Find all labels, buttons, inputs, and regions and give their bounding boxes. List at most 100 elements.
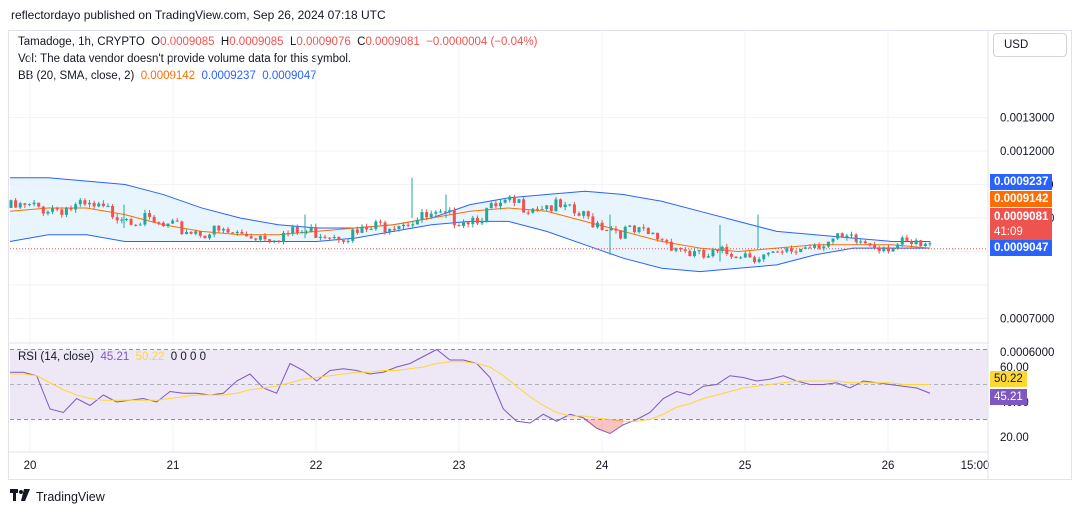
symbol-label[interactable]: Tamadoge, 1h, CRYPTO [18, 36, 145, 48]
candle-body [55, 208, 59, 210]
candle-body [826, 241, 830, 247]
candle-body [471, 217, 475, 225]
time-tick-label: 22 [310, 460, 323, 472]
candle-body [849, 234, 853, 236]
candle-body [813, 244, 817, 248]
candle-body [452, 210, 456, 226]
candle-body [83, 200, 87, 205]
candle-body [286, 232, 290, 234]
candle-body [235, 231, 239, 234]
candle-body [32, 202, 36, 205]
candle-body [208, 234, 212, 239]
candle-body [900, 237, 904, 245]
candle-body [808, 247, 812, 249]
candle-body [679, 247, 683, 250]
open-label: O [151, 36, 161, 48]
candle-body [586, 211, 590, 217]
candle-body [69, 207, 73, 210]
rsi-oversold-fill [583, 419, 624, 434]
candle-body [559, 199, 563, 208]
candle-body [706, 256, 710, 258]
candle-body [97, 203, 101, 207]
candle-body [184, 231, 188, 235]
candle-body [245, 233, 249, 237]
candle-body [554, 199, 558, 212]
candle-body [794, 251, 798, 253]
candle-body [51, 208, 55, 212]
candle-body [115, 217, 119, 221]
bb-upper-line [10, 177, 930, 242]
bb-legend[interactable]: BB (20, SMA, close, 2) 0.0009142 0.00092… [18, 70, 317, 82]
candle-body [406, 224, 410, 226]
candle-body [734, 256, 738, 259]
bb-fill [10, 177, 930, 272]
candle-body [120, 219, 124, 221]
candle-body [863, 241, 867, 244]
candle-body [923, 243, 927, 247]
candle-body [868, 243, 872, 246]
candle-body [392, 228, 396, 230]
candle-body [572, 204, 576, 214]
candle-body [231, 232, 235, 234]
candle-body [785, 248, 789, 252]
candle-body [836, 233, 840, 239]
candle-body [697, 250, 701, 252]
candle-body [891, 248, 895, 252]
candle-body [346, 240, 350, 242]
footer-brand: TradingView [36, 489, 105, 504]
candle-body [600, 222, 604, 230]
candle-body [595, 222, 599, 228]
candle-body [489, 203, 493, 209]
rsi-tick-label: 20.00 [1000, 432, 1029, 444]
candle-body [189, 231, 193, 234]
time-tick-label: 24 [596, 460, 609, 472]
candle-body [138, 224, 142, 226]
rsi-ma-tag: 50.22 [990, 371, 1027, 387]
rsi-pane [10, 348, 988, 435]
candle-body [776, 251, 780, 253]
high-value: 0.0009085 [229, 36, 284, 48]
candle-body [780, 251, 784, 253]
bollinger-bands [9, 177, 931, 273]
ohlc-legend: Tamadoge, 1h, CRYPTO O0.0009085 H0.00090… [18, 36, 537, 48]
rsi-ma-value: 50.22 [135, 351, 165, 363]
candle-body [194, 231, 198, 234]
candle-body [429, 213, 433, 218]
candle-body [646, 227, 650, 235]
candle-body [789, 248, 793, 252]
last-price-tag: 0.0009081 41:09 [990, 208, 1053, 242]
candle-body [753, 257, 757, 263]
currency-button[interactable]: USD [993, 33, 1067, 57]
candle-body [161, 222, 165, 227]
price-tick-label: 0.0013000 [1000, 113, 1054, 125]
candle-body [877, 247, 881, 251]
candle-body [402, 224, 406, 227]
candle-body [905, 237, 909, 241]
candle-body [323, 236, 327, 238]
price-tick-label: 0.0006000 [1000, 347, 1054, 359]
candle-body [803, 247, 807, 249]
candle-body [517, 199, 521, 203]
rsi-label: RSI (14, close) [18, 351, 95, 363]
close-value: 0.0009081 [365, 36, 420, 48]
volume-legend: Vol: The data vendor doesn't provide vol… [18, 53, 352, 65]
price-tick-label: 0.0012000 [1000, 146, 1054, 158]
rsi-tag: 45.21 [990, 389, 1027, 405]
candle-body [448, 210, 452, 212]
countdown-value: 41:09 [994, 226, 1023, 238]
bb-upper-tag: 0.0009237 [990, 174, 1053, 190]
candle-body [258, 235, 262, 240]
candle-body [64, 207, 68, 215]
footer[interactable]: TradingView [10, 489, 105, 504]
candle-body [628, 225, 632, 227]
candle-body [568, 204, 572, 206]
candle-body [134, 224, 138, 226]
candle-body [124, 219, 128, 221]
time-tick-label: 21 [167, 460, 180, 472]
time-tick-label: 20 [24, 460, 37, 472]
candle-body [272, 240, 276, 242]
rsi-legend[interactable]: RSI (14, close) 45.21 50.22 0 0 0 0 [18, 351, 206, 363]
candle-body [591, 216, 595, 228]
candle-body [143, 213, 147, 225]
